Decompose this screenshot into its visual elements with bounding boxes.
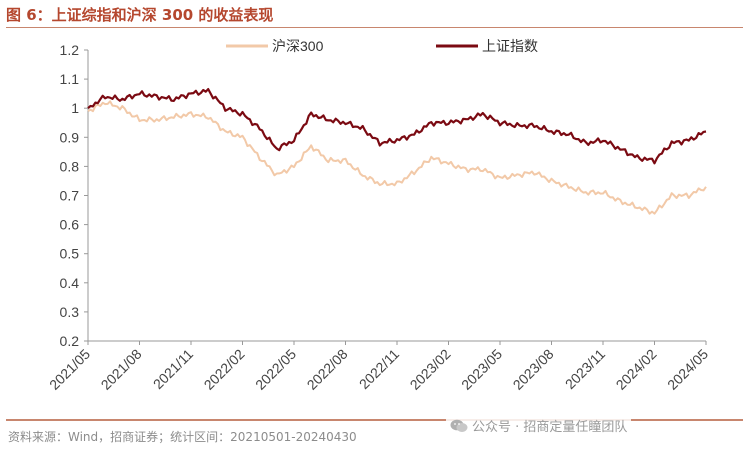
x-tick-label: 2024/02 <box>613 346 660 393</box>
watermark: 公众号 · 招商定量任瞳团队 <box>446 416 632 435</box>
footer-divider <box>6 419 743 421</box>
x-tick-label: 2022/05 <box>252 346 299 393</box>
legend-label: 上证指数 <box>482 38 538 54</box>
series-line-1 <box>87 88 707 165</box>
source-note: 资料来源：Wind，招商证券；统计区间：20210501-20240430 <box>8 430 357 444</box>
x-tick-label: 2023/02 <box>407 346 454 393</box>
x-tick-label: 2022/02 <box>201 346 248 393</box>
x-axis: 2021/05 2021/08 2021/11 2022/02 2022/05 2022/… <box>46 340 711 393</box>
y-tick-label: 0.6 <box>60 217 80 233</box>
y-tick-label: 0.8 <box>60 158 80 174</box>
y-tick-label: 0.7 <box>60 188 80 204</box>
series-lines <box>87 88 707 215</box>
x-tick-label: 2023/11 <box>562 346 609 393</box>
y-tick-label: 0.4 <box>60 275 80 291</box>
y-tick-label: 1.2 <box>60 42 80 58</box>
y-tick-label: 1.1 <box>60 71 80 87</box>
x-tick-label: 2023/08 <box>510 346 557 393</box>
x-tick-label: 2021/11 <box>150 346 197 393</box>
line-chart: 0.20.30.40.50.60.70.80.911.11.2 2021/05 2… <box>46 38 711 393</box>
y-tick-label: 0.9 <box>60 129 80 145</box>
x-tick-label: 2021/08 <box>98 346 145 393</box>
y-tick-label: 0.3 <box>60 304 80 320</box>
x-tick-label: 2024/05 <box>664 346 711 393</box>
y-axis: 0.2 0.3 0.4 0.5 0.6 0.7 0.8 0.9 1 1.1 1.2 <box>60 42 89 349</box>
title-divider <box>6 27 743 28</box>
y-tick-label: 0.2 <box>60 333 80 349</box>
wechat-icon <box>450 419 468 432</box>
legend: 沪深300 上证指数 <box>226 38 538 54</box>
figure-title: 图 6：上证综指和沪深 300 的收益表现 <box>6 6 274 24</box>
x-tick-label: 2022/11 <box>356 346 403 393</box>
y-tick-label: 0.5 <box>60 246 80 262</box>
y-tick-label: 1 <box>71 100 79 116</box>
watermark-text: 公众号 · 招商定量任瞳团队 <box>472 420 628 435</box>
series-line-0 <box>87 100 707 215</box>
legend-label: 沪深300 <box>272 38 324 54</box>
x-tick-label: 2021/05 <box>46 346 93 393</box>
x-tick-label: 2023/05 <box>458 346 505 393</box>
x-tick-label: 2022/08 <box>304 346 351 393</box>
